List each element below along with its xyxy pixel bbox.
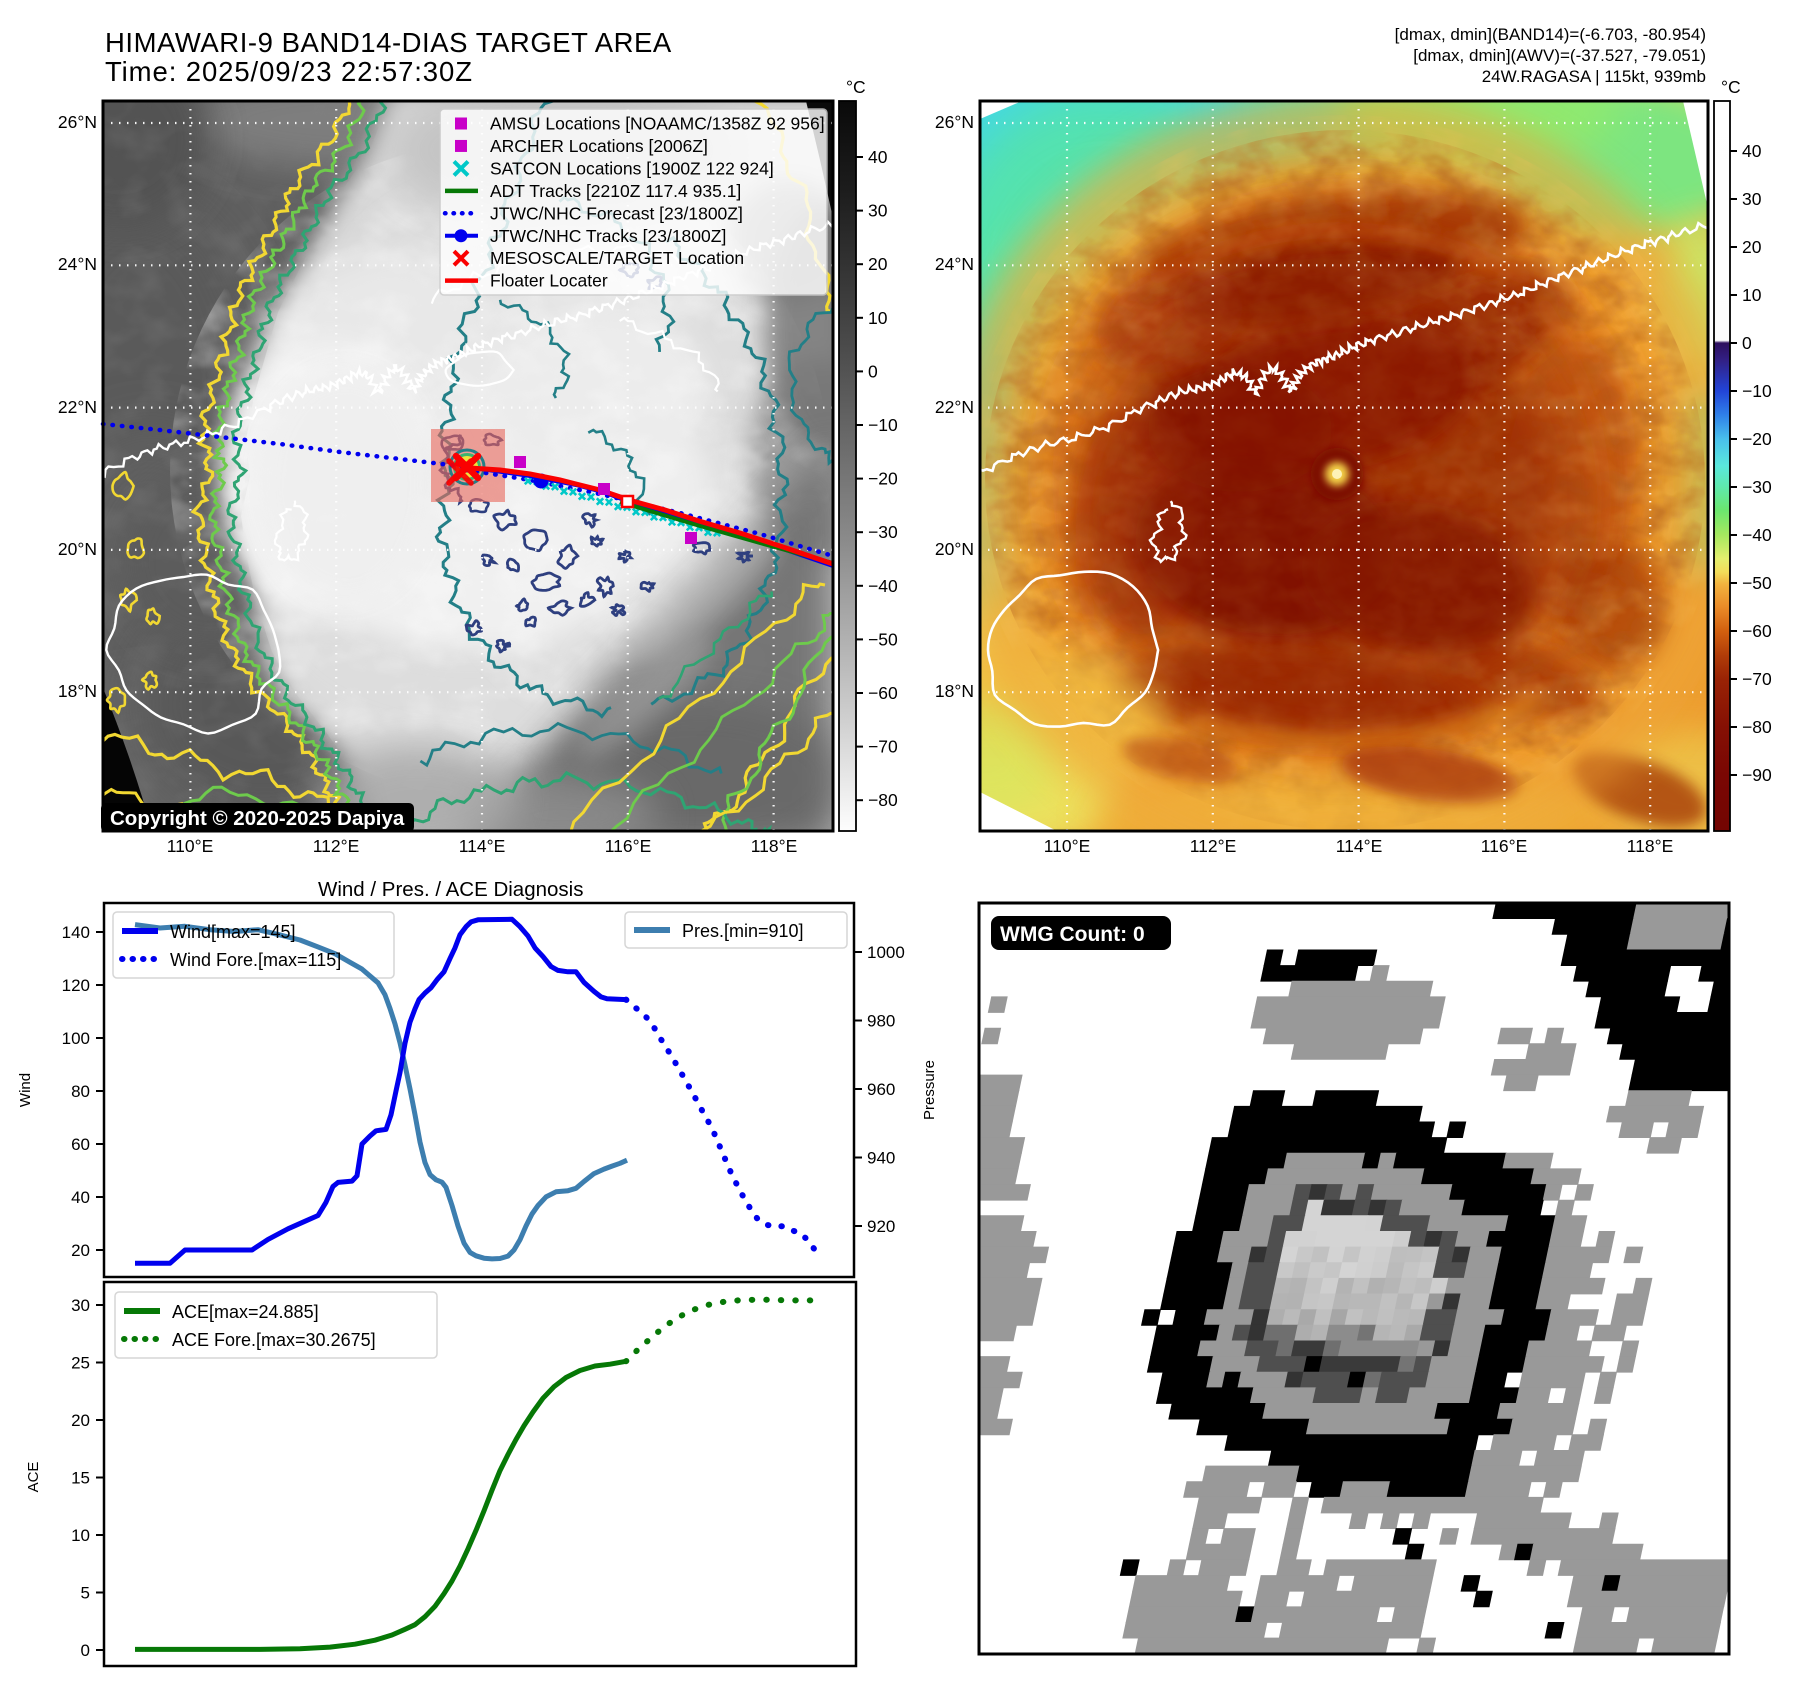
svg-text:JTWC/NHC Forecast [23/1800Z]: JTWC/NHC Forecast [23/1800Z]	[490, 203, 743, 223]
svg-text:−40: −40	[868, 576, 898, 596]
svg-text:20: 20	[1742, 237, 1762, 257]
svg-text:0: 0	[868, 361, 878, 381]
svg-text:30: 30	[1742, 189, 1762, 209]
svg-text:0: 0	[1742, 333, 1752, 353]
svg-text:940: 940	[867, 1149, 895, 1168]
svg-text:Pres.[min=910]: Pres.[min=910]	[682, 921, 804, 941]
svg-text:−40: −40	[1742, 525, 1772, 545]
svg-text:MESOSCALE/TARGET Location: MESOSCALE/TARGET Location	[490, 248, 744, 268]
svg-text:980: 980	[867, 1012, 895, 1031]
svg-text:15: 15	[71, 1469, 90, 1488]
svg-text:−80: −80	[1742, 717, 1772, 737]
svg-text:−30: −30	[1742, 477, 1772, 497]
svg-text:30: 30	[71, 1296, 90, 1315]
svg-text:SATCON Locations [1900Z 122 92: SATCON Locations [1900Z 122 924]	[490, 158, 774, 178]
svg-text:ACE Fore.[max=30.2675]: ACE Fore.[max=30.2675]	[172, 1330, 376, 1350]
svg-text:10: 10	[71, 1526, 90, 1545]
svg-text:30: 30	[868, 201, 888, 221]
svg-text:Copyright © 2020-2025 Dapiya: Copyright © 2020-2025 Dapiya	[110, 807, 405, 830]
svg-text:ADT Tracks [2210Z 117.4 935.1]: ADT Tracks [2210Z 117.4 935.1]	[490, 181, 741, 201]
svg-text:ACE: ACE	[25, 1462, 42, 1493]
svg-text:960: 960	[867, 1080, 895, 1099]
svg-text:Floater Locater: Floater Locater	[490, 271, 608, 291]
svg-text:Wind Fore.[max=115]: Wind Fore.[max=115]	[170, 950, 341, 970]
svg-text:ARCHER Locations [2006Z]: ARCHER Locations [2006Z]	[490, 136, 708, 156]
svg-text:−20: −20	[868, 469, 898, 489]
svg-text:0: 0	[81, 1641, 90, 1660]
svg-text:20: 20	[71, 1241, 90, 1260]
svg-text:°C: °C	[846, 77, 866, 97]
svg-text:ACE[max=24.885]: ACE[max=24.885]	[172, 1302, 319, 1322]
svg-text:100: 100	[62, 1029, 90, 1048]
svg-text:10: 10	[1742, 285, 1762, 305]
svg-text:40: 40	[1742, 141, 1762, 161]
svg-text:−10: −10	[868, 415, 898, 435]
svg-text:20: 20	[868, 254, 888, 274]
svg-text:Wind[max=145]: Wind[max=145]	[170, 922, 296, 942]
svg-text:JTWC/NHC Tracks [23/1800Z]: JTWC/NHC Tracks [23/1800Z]	[490, 226, 726, 246]
svg-text:AMSU Locations [NOAAMC/1358Z 9: AMSU Locations [NOAAMC/1358Z 92 956]	[490, 114, 825, 134]
svg-text:−70: −70	[1742, 669, 1772, 689]
svg-text:10: 10	[868, 308, 888, 328]
svg-text:5: 5	[81, 1584, 90, 1603]
svg-text:−50: −50	[868, 629, 898, 649]
svg-text:20: 20	[71, 1411, 90, 1430]
svg-text:WMG Count: 0: WMG Count: 0	[1000, 923, 1145, 946]
svg-text:120: 120	[62, 976, 90, 995]
svg-text:140: 140	[62, 923, 90, 942]
svg-text:Wind: Wind	[17, 1073, 34, 1107]
svg-text:1000: 1000	[867, 943, 905, 962]
svg-text:−20: −20	[1742, 429, 1772, 449]
svg-text:−90: −90	[1742, 765, 1772, 785]
svg-text:−30: −30	[868, 522, 898, 542]
svg-text:40: 40	[71, 1188, 90, 1207]
svg-text:40: 40	[868, 147, 888, 167]
svg-text:Pressure: Pressure	[921, 1060, 938, 1120]
svg-text:920: 920	[867, 1217, 895, 1236]
svg-text:−10: −10	[1742, 381, 1772, 401]
svg-text:25: 25	[71, 1354, 90, 1373]
svg-text:−80: −80	[868, 790, 898, 810]
svg-text:−50: −50	[1742, 573, 1772, 593]
svg-text:°C: °C	[1721, 77, 1741, 97]
svg-text:−70: −70	[868, 737, 898, 757]
svg-text:80: 80	[71, 1082, 90, 1101]
svg-text:−60: −60	[868, 683, 898, 703]
svg-text:−60: −60	[1742, 621, 1772, 641]
svg-text:60: 60	[71, 1135, 90, 1154]
